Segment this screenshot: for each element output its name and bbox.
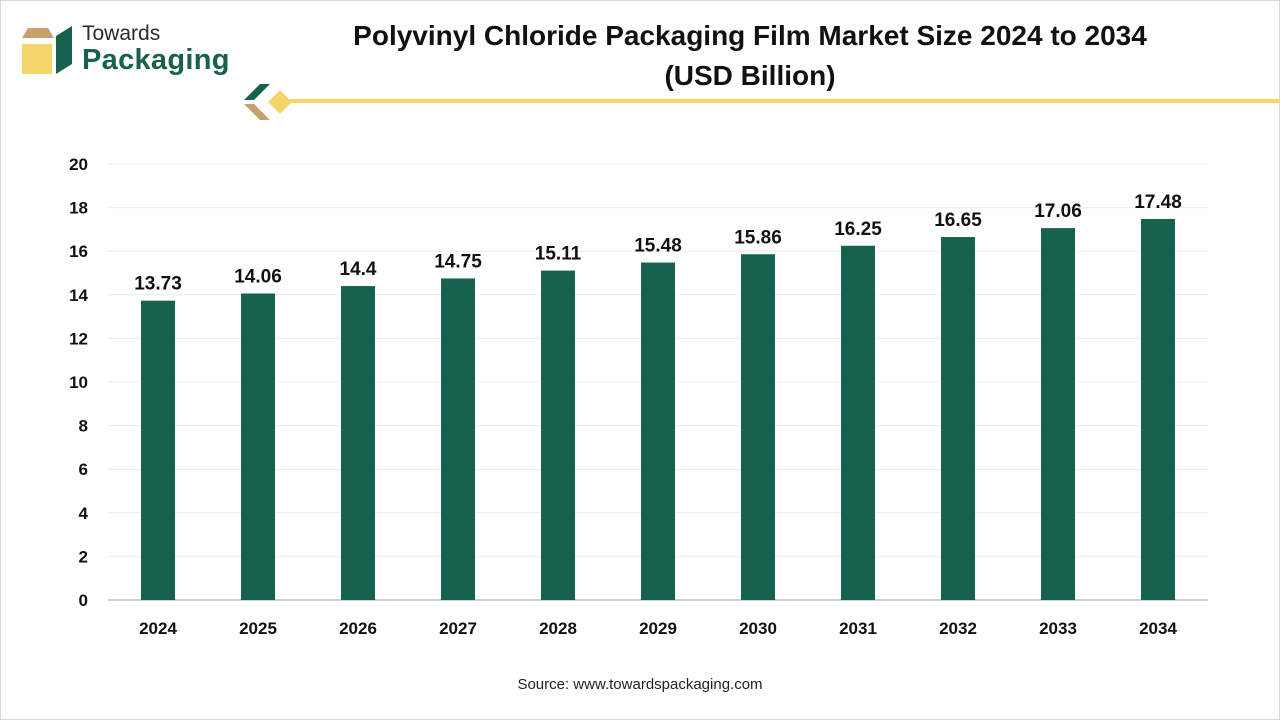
bar	[741, 254, 775, 600]
x-tick-label: 2032	[939, 619, 977, 638]
diamond-divider-icon	[244, 84, 292, 120]
data-label: 15.48	[634, 236, 682, 257]
y-tick-label: 8	[79, 417, 88, 436]
x-tick-label: 2026	[339, 619, 377, 638]
x-tick-label: 2031	[839, 619, 877, 638]
y-tick-label: 20	[69, 155, 88, 174]
data-label: 17.06	[1034, 201, 1082, 222]
bar	[541, 270, 575, 600]
y-tick-label: 6	[79, 460, 88, 479]
data-label: 16.25	[834, 219, 882, 240]
bar	[841, 245, 875, 600]
brand-logo: Towards Packaging	[18, 22, 238, 82]
brand-name-line1: Towards	[82, 22, 161, 45]
bar	[1041, 228, 1075, 601]
bar	[941, 237, 975, 600]
bar	[441, 278, 475, 600]
y-tick-label: 2	[79, 547, 88, 566]
bar	[641, 262, 675, 600]
chart-title-block: Polyvinyl Chloride Packaging Film Market…	[300, 16, 1200, 96]
data-label: 14.4	[340, 259, 377, 280]
chart-title: Polyvinyl Chloride Packaging Film Market…	[353, 20, 1147, 51]
data-label: 15.86	[734, 227, 782, 248]
y-tick-label: 16	[69, 242, 88, 261]
data-label: 16.65	[934, 210, 982, 231]
x-tick-label: 2030	[739, 619, 777, 638]
y-tick-label: 0	[79, 591, 88, 610]
y-tick-label: 14	[69, 286, 88, 305]
x-tick-label: 2025	[239, 619, 277, 638]
bar	[1141, 218, 1175, 600]
x-tick-label: 2028	[539, 619, 577, 638]
y-tick-label: 12	[69, 329, 88, 348]
bar	[241, 293, 275, 600]
source-note: Source: www.towardspackaging.com	[517, 676, 763, 693]
x-tick-label: 2033	[1039, 619, 1077, 638]
data-label: 14.06	[234, 266, 282, 287]
x-tick-label: 2024	[139, 619, 177, 638]
x-tick-label: 2034	[1139, 619, 1177, 638]
data-label: 15.11	[535, 244, 582, 265]
box-logo-icon	[22, 26, 72, 74]
data-label: 17.48	[1134, 192, 1182, 213]
brand-name-line2: Packaging	[82, 44, 230, 76]
title-divider-line	[290, 99, 1280, 103]
x-tick-label: 2027	[439, 619, 477, 638]
y-tick-label: 4	[79, 504, 89, 523]
data-label: 14.75	[434, 251, 482, 272]
data-label: 13.73	[134, 274, 182, 295]
y-tick-label: 18	[69, 199, 88, 218]
chart-subtitle: (USD Billion)	[664, 60, 836, 91]
bar	[141, 300, 175, 600]
x-tick-label: 2029	[639, 619, 677, 638]
y-tick-label: 10	[69, 373, 88, 392]
bar	[341, 286, 375, 600]
